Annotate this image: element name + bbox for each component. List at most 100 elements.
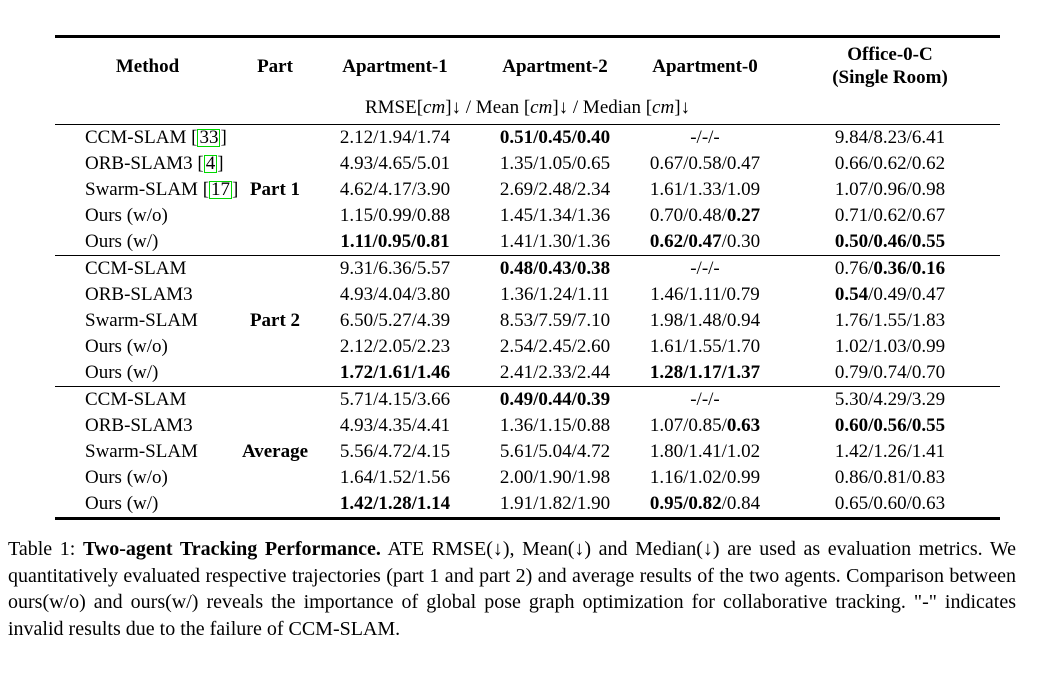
method-cell: CCM-SLAM	[85, 258, 187, 279]
table-row: Ours (w/) 1.72/1.61/1.46 2.41/2.33/2.44 1.2…	[55, 360, 1000, 387]
value-cell: 0.76/0.36/0.16	[834, 258, 946, 279]
method-cell: Ours (w/)	[85, 493, 159, 514]
group-average: CCM-SLAM 5.71/4.15/3.66 0.49/0.44/0.39 -/-/…	[55, 386, 1000, 519]
value-cell: 1.02/1.03/0.99	[834, 336, 946, 357]
value-cell: 8.53/7.59/7.10	[499, 310, 611, 331]
table-row: ORB-SLAM3 [4] 4.93/4.65/5.01 1.35/1.05/0.6…	[55, 151, 1000, 177]
col-header-method: Method	[115, 55, 180, 77]
value-cell: 1.35/1.05/0.65	[499, 153, 611, 174]
col-header-apartment-1: Apartment-1	[342, 55, 448, 77]
table-row: Swarm-SLAM Average 5.56/4.72/4.15 5.61/5.04…	[55, 439, 1000, 465]
value-cell: 0.60/0.56/0.55	[834, 415, 946, 436]
table-row: Swarm-SLAM Part 2 6.50/5.27/4.39 8.53/7.59/…	[55, 308, 1000, 334]
citation-link[interactable]: 17	[209, 179, 233, 200]
col-header-part: Part	[257, 55, 293, 77]
part-label	[240, 282, 310, 308]
value-cell: 1.64/1.52/1.56	[339, 467, 451, 488]
value-cell: 0.65/0.60/0.63	[834, 493, 946, 514]
part-label	[240, 334, 310, 360]
value-cell: 1.36/1.15/0.88	[499, 415, 611, 436]
table-row: Swarm-SLAM [17] Part 1 4.62/4.17/3.90 2.69/…	[55, 177, 1000, 203]
value-cell: 4.93/4.04/3.80	[339, 284, 451, 305]
value-cell: 0.54/0.49/0.47	[834, 284, 946, 305]
method-cell: Ours (w/o)	[85, 336, 168, 357]
office-header-line2: (Single Room)	[832, 67, 948, 89]
method-cell: CCM-SLAM	[85, 389, 187, 410]
part-label	[240, 203, 310, 229]
value-cell: 1.98/1.48/0.94	[649, 310, 761, 331]
value-cell: 5.71/4.15/3.66	[339, 389, 451, 410]
part-label	[240, 151, 310, 177]
part-label	[240, 229, 310, 256]
value-cell: 1.42/1.28/1.14	[339, 493, 451, 514]
value-cell: 0.49/0.44/0.39	[499, 389, 611, 410]
value-cell: 0.51/0.45/0.40	[499, 127, 611, 148]
value-cell: 2.12/1.94/1.74	[339, 127, 451, 148]
value-cell: 0.48/0.43/0.38	[499, 258, 611, 279]
office-header-line1: Office-0-C	[847, 44, 933, 66]
value-cell: 1.36/1.24/1.11	[500, 284, 610, 305]
method-cell: CCM-SLAM [33]	[85, 127, 227, 148]
method-cell: Swarm-SLAM [17]	[85, 179, 239, 200]
value-cell: 1.11/0.95/0.81	[340, 231, 450, 252]
table-row: CCM-SLAM 5.71/4.15/3.66 0.49/0.44/0.39 -/-/…	[55, 387, 1000, 414]
part-label	[240, 465, 310, 491]
citation-link[interactable]: 4	[203, 153, 218, 174]
table-row: Ours (w/o) 1.64/1.52/1.56 2.00/1.90/1.98 1.…	[55, 465, 1000, 491]
value-cell: -/-/-	[690, 127, 720, 148]
part-label: Part 1	[249, 179, 301, 200]
method-cell: Ours (w/o)	[85, 205, 168, 226]
value-cell: 0.86/0.81/0.83	[834, 467, 946, 488]
value-cell: 1.16/1.02/0.99	[649, 467, 761, 488]
part-label	[240, 413, 310, 439]
table-row: Ours (w/o) 1.15/0.99/0.88 1.45/1.34/1.36 0.…	[55, 203, 1000, 229]
method-cell: ORB-SLAM3	[85, 415, 193, 436]
table-row: Ours (w/o) 2.12/2.05/2.23 2.54/2.45/2.60 1.…	[55, 334, 1000, 360]
col-header-office-0-c: Office-0-C (Single Room)	[780, 37, 1000, 93]
value-cell: 0.62/0.47/0.30	[649, 231, 761, 252]
method-cell: Ours (w/)	[85, 231, 159, 252]
part-label: Part 2	[249, 310, 301, 331]
header-row: Method Part Apartment-1 Apartment-2 Apar…	[55, 37, 1000, 93]
value-cell: 4.62/4.17/3.90	[339, 179, 451, 200]
value-cell: 2.41/2.33/2.44	[499, 362, 611, 383]
part-label	[240, 387, 310, 414]
value-cell: 1.15/0.99/0.88	[339, 205, 451, 226]
part-label: Average	[241, 441, 309, 462]
value-cell: 2.69/2.48/2.34	[499, 179, 611, 200]
value-cell: 5.30/4.29/3.29	[834, 389, 946, 410]
table-row: CCM-SLAM [33] 2.12/1.94/1.74 0.51/0.45/0.4…	[55, 125, 1000, 152]
col-header-apartment-2: Apartment-2	[502, 55, 608, 77]
results-table: Method Part Apartment-1 Apartment-2 Apar…	[55, 35, 1000, 520]
method-cell: Swarm-SLAM	[85, 310, 198, 331]
value-cell: 2.12/2.05/2.23	[339, 336, 451, 357]
method-cell: ORB-SLAM3 [4]	[85, 153, 224, 174]
part-label	[240, 360, 310, 387]
value-cell: 1.28/1.17/1.37	[649, 362, 761, 383]
citation-link[interactable]: 33	[197, 127, 221, 148]
value-cell: 5.61/5.04/4.72	[499, 441, 611, 462]
value-cell: 1.76/1.55/1.83	[834, 310, 946, 331]
value-cell: 1.72/1.61/1.46	[339, 362, 451, 383]
group-part-2: CCM-SLAM 9.31/6.36/5.57 0.48/0.43/0.38 -/-/…	[55, 255, 1000, 387]
value-cell: 4.93/4.65/5.01	[339, 153, 451, 174]
value-cell: 5.56/4.72/4.15	[339, 441, 451, 462]
method-cell: ORB-SLAM3	[85, 284, 193, 305]
value-cell: 9.31/6.36/5.57	[339, 258, 451, 279]
method-cell: Swarm-SLAM	[85, 441, 198, 462]
col-header-apartment-0: Apartment-0	[652, 55, 758, 77]
part-label	[240, 256, 310, 283]
method-cell: Ours (w/o)	[85, 467, 168, 488]
value-cell: 1.91/1.82/1.90	[499, 493, 611, 514]
value-cell: 0.95/0.82/0.84	[649, 493, 761, 514]
value-cell: 9.84/8.23/6.41	[834, 127, 946, 148]
value-cell: 0.79/0.74/0.70	[834, 362, 946, 383]
value-cell: 2.00/1.90/1.98	[499, 467, 611, 488]
table-row: CCM-SLAM 9.31/6.36/5.57 0.48/0.43/0.38 -/-/…	[55, 256, 1000, 283]
metrics-subheader: RMSE[cm]↓ / Mean [cm]↓ / Median [cm]↓	[364, 97, 691, 119]
table-row: ORB-SLAM3 4.93/4.35/4.41 1.36/1.15/0.88 1.0…	[55, 413, 1000, 439]
value-cell: 0.50/0.46/0.55	[834, 231, 946, 252]
value-cell: 1.45/1.34/1.36	[499, 205, 611, 226]
value-cell: 2.54/2.45/2.60	[499, 336, 611, 357]
